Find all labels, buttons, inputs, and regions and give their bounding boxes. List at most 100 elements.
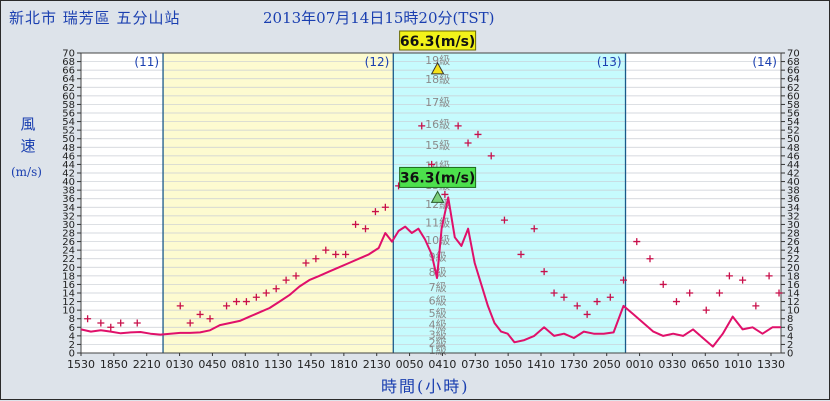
y-tick-label: 34: [62, 203, 75, 214]
beaufort-label: 5級: [429, 307, 447, 320]
y-tick-label: 54: [787, 117, 800, 128]
gust-point: [606, 293, 614, 301]
y-tick-label: 42: [62, 169, 75, 180]
max-marker: [430, 61, 445, 75]
y-tick-label: 20: [62, 263, 75, 274]
x-tick-label: 1850: [100, 358, 128, 371]
y-tick-label: 26: [787, 237, 800, 248]
gust-point: [428, 160, 436, 168]
period-label: (11): [134, 55, 159, 69]
y-tick-label: 46: [62, 151, 75, 162]
gust-point: [573, 302, 581, 310]
current-label-box: [399, 166, 477, 188]
gust-point: [312, 255, 320, 263]
gust-point: [752, 302, 760, 310]
gust-point: [292, 272, 300, 280]
y-tick-label: 20: [787, 263, 800, 274]
y-axis-label-unit: (m/s): [11, 165, 42, 179]
gust-point: [620, 276, 628, 284]
y-tick-label: 40: [787, 177, 800, 188]
y-tick-label: 48: [62, 143, 75, 154]
gust-point: [672, 298, 680, 306]
y-tick-label: 22: [62, 254, 75, 265]
y-tick-label: 4: [787, 331, 793, 342]
y-tick-label: 70: [787, 49, 800, 60]
y-tick-label: 56: [787, 109, 800, 120]
y-tick-label: 60: [62, 91, 75, 102]
gust-point: [702, 306, 710, 314]
max-label-box: [399, 30, 477, 51]
beaufort-label: 15級: [425, 139, 450, 152]
y-tick-label: 48: [787, 143, 800, 154]
gust-point: [242, 298, 250, 306]
gust-point: [725, 272, 733, 280]
plot-border: [80, 52, 782, 354]
y-tick-label: 38: [787, 186, 800, 197]
gust-point: [342, 250, 350, 258]
period-band: [393, 53, 626, 353]
gust-point: [583, 310, 591, 318]
gust-point: [540, 268, 548, 276]
gust-point: [560, 293, 568, 301]
period-band: [163, 53, 394, 353]
x-tick-label: 0050: [396, 358, 424, 371]
y-tick-label: 66: [787, 66, 800, 77]
y-tick-label: 32: [62, 211, 75, 222]
y-tick-label: 8: [69, 314, 75, 325]
gust-point: [418, 122, 426, 130]
gust-point: [517, 250, 525, 258]
gust-point: [196, 310, 204, 318]
y-tick-label: 66: [62, 66, 75, 77]
y-tick-label: 28: [787, 229, 800, 240]
y-tick-label: 10: [62, 306, 75, 317]
gust-point: [464, 139, 472, 147]
y-tick-label: 12: [62, 297, 75, 308]
x-tick-label: 0130: [166, 358, 194, 371]
y-tick-label: 68: [787, 57, 800, 68]
y-tick-label: 36: [787, 194, 800, 205]
gust-point: [659, 280, 667, 288]
station-title: 新北市 瑞芳區 五分山站: [9, 9, 181, 27]
y-axis-label: 風速 (m/s): [11, 113, 42, 183]
gust-point: [282, 276, 290, 284]
y-tick-label: 44: [787, 160, 800, 171]
gust-point: [223, 302, 231, 310]
y-tick-label: 68: [62, 57, 75, 68]
x-tick-label: 0410: [428, 358, 456, 371]
gust-point: [530, 225, 538, 233]
gust-point: [252, 293, 260, 301]
gust-point: [765, 272, 773, 280]
y-tick-label: 0: [69, 349, 75, 360]
x-tick-label: 2130: [363, 358, 391, 371]
gust-point: [232, 298, 240, 306]
gust-point: [633, 238, 641, 246]
x-tick-label: 1730: [560, 358, 588, 371]
y-tick-label: 28: [62, 229, 75, 240]
y-tick-label: 64: [787, 74, 800, 85]
gust-point: [441, 190, 449, 198]
y-tick-label: 64: [62, 74, 75, 85]
gust-point: [646, 255, 654, 263]
x-tick-label: 1330: [757, 358, 785, 371]
period-label: (12): [365, 55, 390, 69]
period-label: (13): [597, 55, 622, 69]
y-tick-label: 18: [787, 271, 800, 282]
current-marker: [430, 190, 445, 203]
beaufort-label: 11級: [425, 216, 450, 229]
y-tick-label: 36: [62, 194, 75, 205]
x-tick-label: 1010: [724, 358, 752, 371]
y-tick-label: 0: [787, 349, 793, 360]
beaufort-label: 10級: [425, 234, 450, 247]
x-tick-label: 1410: [527, 358, 555, 371]
y-tick-label: 30: [787, 220, 800, 231]
x-tick-label: 0450: [198, 358, 226, 371]
y-tick-label: 54: [62, 117, 75, 128]
gust-point: [454, 122, 462, 130]
y-tick-label: 50: [62, 134, 75, 145]
y-tick-label: 52: [62, 126, 75, 137]
beaufort-label: 17級: [425, 96, 450, 109]
gust-point: [371, 208, 379, 216]
y-tick-label: 6: [787, 323, 793, 334]
beaufort-label: 3級: [429, 328, 447, 341]
